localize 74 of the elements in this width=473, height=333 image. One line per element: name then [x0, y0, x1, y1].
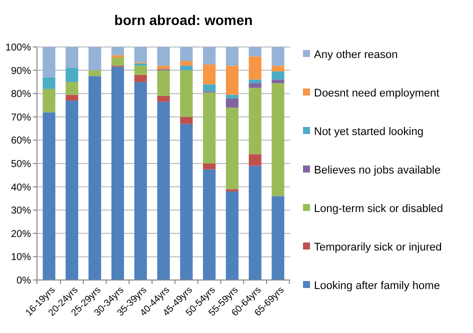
y-tick-label: 0% [16, 276, 32, 286]
bar [157, 47, 170, 66]
y-tick-label: 70% [10, 112, 32, 124]
bar [248, 80, 262, 84]
y-tick-label: 60% [10, 136, 32, 147]
bar [248, 47, 262, 56]
y-tick-label: 100% [5, 42, 32, 54]
y-tick-label: 50% [10, 159, 32, 170]
y-tick-label: 80% [10, 89, 32, 100]
bar [272, 196, 284, 280]
bar [88, 76, 102, 280]
bar [88, 47, 102, 70]
bar [111, 57, 124, 66]
bar [134, 47, 147, 62]
bar [42, 112, 56, 280]
bar [42, 77, 56, 89]
bar [42, 88, 56, 112]
bar [111, 66, 124, 280]
bar [66, 100, 78, 280]
bar [272, 83, 284, 196]
bar [226, 98, 238, 108]
bar [202, 164, 216, 170]
bar [180, 66, 193, 70]
bar [66, 47, 78, 68]
bar [248, 88, 262, 154]
bar [272, 66, 284, 72]
legend-label: Any other reason [314, 48, 398, 61]
bar [202, 169, 216, 280]
bar [111, 47, 124, 56]
bar [202, 92, 216, 164]
bar [180, 116, 193, 124]
bar [272, 47, 284, 66]
bar [226, 47, 238, 66]
y-tick-label: 30% [10, 206, 32, 217]
bar [226, 191, 238, 280]
bar [226, 94, 238, 98]
bar [202, 47, 216, 64]
bar [157, 70, 170, 96]
bar [66, 68, 78, 82]
y-tick-label: 10% [10, 252, 32, 264]
bar [42, 47, 56, 78]
legend-label: Looking after family home [314, 280, 440, 292]
bar [226, 66, 238, 95]
bar [248, 56, 262, 80]
bar [272, 71, 284, 80]
legend-label: Not yet started looking [314, 126, 424, 138]
legend-label: Long-term sick or disabled [314, 202, 444, 215]
y-tick-label: 40% [10, 182, 32, 194]
bar [66, 94, 78, 101]
chart-title: born abroad: women [114, 12, 253, 28]
bar [248, 154, 262, 166]
bar [180, 124, 193, 280]
bar [202, 64, 216, 84]
bar [248, 166, 262, 280]
bar [134, 82, 147, 280]
legend-label: Temporarily sick or injured [314, 241, 442, 254]
legend-label: Believes no jobs available [314, 164, 441, 176]
bar [180, 70, 193, 117]
bar [226, 108, 238, 190]
y-tick-label: 90% [10, 66, 32, 77]
bar [180, 60, 193, 66]
bar [202, 84, 216, 92]
bar [134, 66, 147, 75]
bar [157, 96, 170, 102]
bar [134, 74, 147, 82]
bar [272, 80, 284, 84]
bar [157, 102, 170, 280]
legend-label: Doesnt need employment [314, 87, 440, 100]
bar [66, 82, 78, 95]
bar [248, 83, 262, 88]
bar [180, 47, 193, 61]
y-tick-label: 20% [10, 228, 32, 240]
bar [88, 70, 102, 76]
bar [157, 66, 170, 70]
